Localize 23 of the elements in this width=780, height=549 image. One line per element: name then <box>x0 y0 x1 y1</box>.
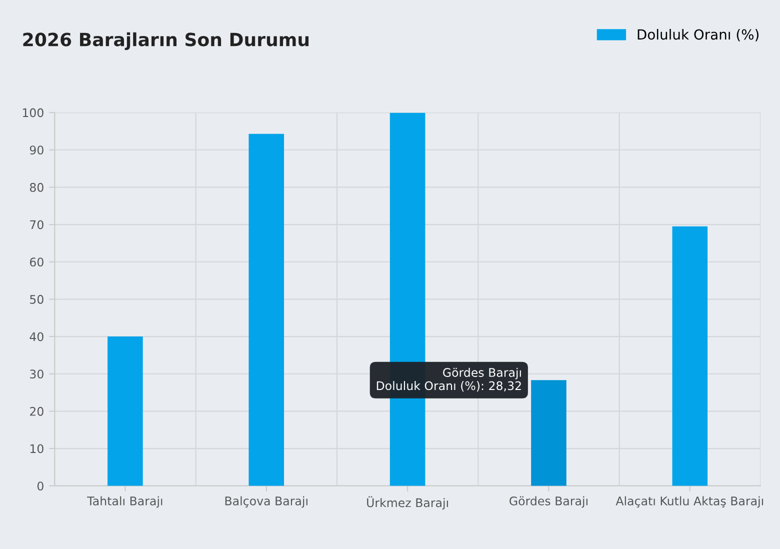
x-tick-label: Ürkmez Barajı <box>367 496 448 510</box>
chart-title: 2026 Barajların Son Durumu <box>23 32 309 50</box>
bar <box>672 226 708 486</box>
y-tick-label: 10 <box>30 444 44 454</box>
annotation: Gördes Barajı Doluluk Oranı (%): 28,32 <box>376 368 521 392</box>
bar <box>531 380 566 486</box>
y-tick-label: 50 <box>30 294 44 304</box>
x-tick-label: Balçova Barajı <box>225 496 308 508</box>
y-tick-label: 40 <box>30 332 44 342</box>
x-tick-label: Alaçatı Kutlu Aktaş Barajı <box>616 496 764 508</box>
y-tick-label: 60 <box>30 258 44 267</box>
x-tick-label: Tahtalı Barajı <box>87 496 162 508</box>
y-tick-label: 20 <box>30 406 44 416</box>
bar <box>108 336 143 486</box>
y-tick-label: 90 <box>30 146 44 155</box>
x-tick-label: Gördes Barajı <box>510 496 588 508</box>
y-tick-label: 70 <box>30 220 44 230</box>
y-tick-label: 100 <box>22 108 44 118</box>
y-tick-label: 0 <box>37 482 44 491</box>
y-tick-label: 80 <box>30 182 44 192</box>
legend-label: Doluluk Oranı (%) <box>638 28 759 42</box>
bar <box>248 134 284 486</box>
y-tick-label: 30 <box>30 370 44 379</box>
